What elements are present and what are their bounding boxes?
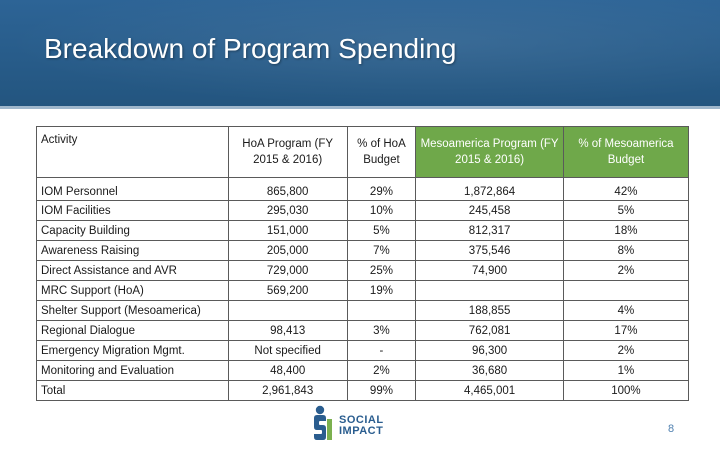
cell-hoa-amount: 729,000 [227, 260, 348, 281]
cell-meso-pct: 4% [562, 300, 690, 321]
cell-meso-amount: 762,081 [415, 320, 564, 341]
header-activity: Activity [36, 126, 229, 178]
cell-meso-amount: 188,855 [415, 300, 564, 321]
cell-hoa-pct: 29% [346, 177, 417, 201]
cell-hoa-amount [227, 300, 348, 321]
cell-hoa-amount: 48,400 [227, 360, 348, 381]
cell-hoa-pct: 5% [346, 220, 417, 241]
page-number: 8 [668, 423, 675, 435]
header-meso-pct: % of Mesoamerica Budget [562, 126, 690, 178]
cell-meso-amount: 74,900 [415, 260, 564, 281]
cell-meso-amount: 375,546 [415, 240, 564, 261]
header-meso-program: Mesoamerica Program (FY 2015 & 2016) [415, 126, 564, 178]
table-header-row: Activity HoA Program (FY 2015 & 2016) % … [36, 126, 690, 178]
cell-meso-pct: 100% [562, 380, 690, 401]
slide-title: Breakdown of Program Spending [44, 33, 457, 64]
cell-hoa-pct [346, 300, 417, 321]
header-hoa-pct: % of HoA Budget [346, 126, 417, 178]
table-row: Shelter Support (Mesoamerica) 188,855 4% [36, 300, 690, 321]
slide-header: Breakdown of Program Spending [0, 0, 720, 107]
cell-meso-pct: 1% [562, 360, 690, 381]
table-row: Monitoring and Evaluation 48,400 2% 36,680 1… [36, 360, 690, 381]
cell-meso-pct [562, 280, 690, 301]
cell-hoa-amount: 205,000 [227, 240, 348, 261]
cell-meso-pct: 17% [562, 320, 690, 341]
cell-meso-amount: 36,680 [415, 360, 564, 381]
cell-meso-pct: 5% [562, 200, 690, 221]
cell-hoa-pct: 99% [346, 380, 417, 401]
cell-hoa-amount: 295,030 [227, 200, 348, 221]
cell-activity: Regional Dialogue [36, 320, 229, 341]
logo-text: SOCIAL IMPACT [339, 415, 384, 437]
logo-line-social: SOCIAL [339, 414, 384, 426]
table-body: IOM Personnel 865,800 29% 1,872,864 42% IOM F… [36, 177, 690, 401]
logo-line-impact: IMPACT [339, 425, 384, 437]
cell-hoa-amount: Not specified [227, 340, 348, 361]
table-row: Regional Dialogue 98,413 3% 762,081 17% [36, 320, 690, 341]
logo-mark-icon [314, 405, 332, 440]
table-row: MRC Support (HoA) 569,200 19% [36, 280, 690, 301]
cell-hoa-amount: 569,200 [227, 280, 348, 301]
table-row: Emergency Migration Mgmt. Not specified -9… [36, 340, 690, 361]
header-hoa-program: HoA Program (FY 2015 & 2016) [227, 126, 348, 178]
cell-hoa-amount: 865,800 [227, 177, 348, 201]
table-row: Capacity Building 151,000 5% 812,317 18% [36, 220, 690, 241]
table-row: IOM Facilities 295,030 10% 245,458 5% [36, 200, 690, 221]
cell-meso-amount: 812,317 [415, 220, 564, 241]
table-row: Total 2,961,843 99% 4,465,001 100% [36, 380, 690, 401]
cell-meso-amount: 4,465,001 [415, 380, 564, 401]
cell-hoa-pct: 3% [346, 320, 417, 341]
cell-meso-amount: 245,458 [415, 200, 564, 221]
header-shade [0, 0, 720, 107]
cell-meso-pct: 18% [562, 220, 690, 241]
spending-table: Activity HoA Program (FY 2015 & 2016) % … [36, 126, 690, 401]
cell-meso-amount [415, 280, 564, 301]
cell-meso-pct: 8% [562, 240, 690, 261]
cell-hoa-pct: 2% [346, 360, 417, 381]
cell-hoa-amount: 151,000 [227, 220, 348, 241]
cell-meso-pct: 2% [562, 260, 690, 281]
cell-hoa-amount: 2,961,843 [227, 380, 348, 401]
cell-activity: IOM Facilities [36, 200, 229, 221]
table-row: Awareness Raising 205,000 7% 375,546 8% [36, 240, 690, 261]
table-row: IOM Personnel 865,800 29% 1,872,864 42% [36, 177, 690, 201]
cell-hoa-pct: 25% [346, 260, 417, 281]
cell-meso-amount: 1,872,864 [415, 177, 564, 201]
cell-hoa-pct: 10% [346, 200, 417, 221]
cell-activity: Total [36, 380, 229, 401]
cell-hoa-pct: 19% [346, 280, 417, 301]
cell-hoa-pct: 7% [346, 240, 417, 261]
cell-activity: IOM Personnel [36, 177, 229, 201]
cell-activity: Direct Assistance and AVR [36, 260, 229, 281]
cell-hoa-amount: 98,413 [227, 320, 348, 341]
cell-activity: Shelter Support (Mesoamerica) [36, 300, 229, 321]
cell-activity: Capacity Building [36, 220, 229, 241]
cell-meso-amount: 96,300 [415, 340, 564, 361]
cell-activity: Emergency Migration Mgmt. [36, 340, 229, 361]
cell-activity: MRC Support (HoA) [36, 280, 229, 301]
table-row: Direct Assistance and AVR 729,000 25% 74,90… [36, 260, 690, 281]
cell-meso-pct: 42% [562, 177, 690, 201]
header-divider [0, 106, 720, 109]
cell-activity: Awareness Raising [36, 240, 229, 261]
cell-meso-pct: 2% [562, 340, 690, 361]
cell-activity: Monitoring and Evaluation [36, 360, 229, 381]
social-impact-logo: SOCIAL IMPACT [311, 405, 391, 443]
cell-hoa-pct: - [346, 340, 417, 361]
